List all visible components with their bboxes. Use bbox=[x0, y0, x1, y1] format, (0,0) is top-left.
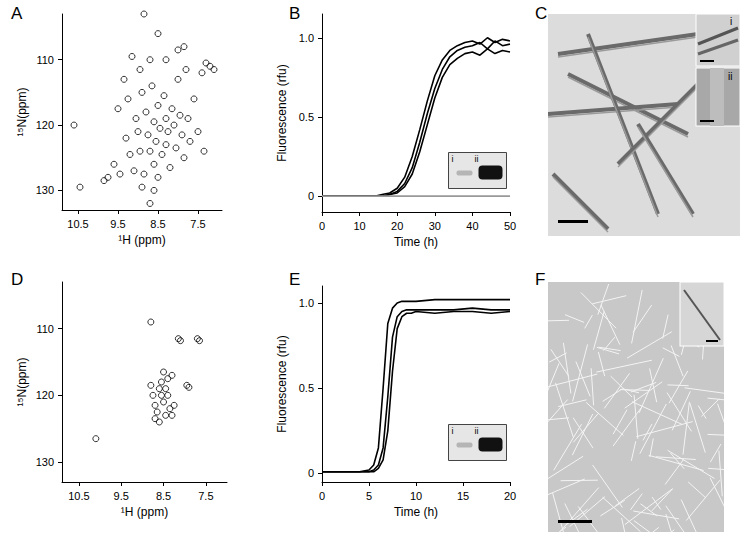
svg-text:10.5: 10.5 bbox=[67, 218, 88, 230]
svg-text:¹⁵N(ppm): ¹⁵N(ppm) bbox=[15, 88, 29, 137]
svg-text:30: 30 bbox=[429, 220, 441, 232]
svg-text:0: 0 bbox=[319, 220, 325, 232]
svg-text:120: 120 bbox=[36, 119, 54, 131]
svg-text:8.5: 8.5 bbox=[150, 218, 165, 230]
svg-text:¹H (ppm): ¹H (ppm) bbox=[121, 505, 168, 519]
svg-text:8.5: 8.5 bbox=[156, 490, 171, 502]
svg-text:10: 10 bbox=[353, 220, 365, 232]
svg-text:130: 130 bbox=[36, 184, 54, 196]
svg-text:0: 0 bbox=[308, 467, 314, 479]
svg-text:9.5: 9.5 bbox=[110, 218, 125, 230]
svg-text:i: i bbox=[452, 426, 454, 436]
svg-text:ii: ii bbox=[728, 71, 732, 82]
svg-text:10.5: 10.5 bbox=[68, 490, 89, 502]
svg-text:ii: ii bbox=[475, 154, 479, 164]
svg-text:50: 50 bbox=[504, 220, 516, 232]
svg-text:¹H (ppm): ¹H (ppm) bbox=[118, 233, 165, 247]
svg-text:0.5: 0.5 bbox=[299, 382, 314, 394]
svg-text:Fluorescence (rfu): Fluorescence (rfu) bbox=[275, 335, 289, 432]
svg-text:130: 130 bbox=[36, 456, 54, 468]
svg-text:1.0: 1.0 bbox=[299, 297, 314, 309]
svg-text:F: F bbox=[535, 270, 545, 289]
svg-text:20: 20 bbox=[391, 220, 403, 232]
svg-text:9.5: 9.5 bbox=[114, 490, 129, 502]
svg-text:ii: ii bbox=[475, 426, 479, 436]
svg-text:Time (h): Time (h) bbox=[394, 505, 438, 519]
svg-text:0: 0 bbox=[308, 190, 314, 202]
svg-text:7.5: 7.5 bbox=[198, 490, 213, 502]
svg-text:1.0: 1.0 bbox=[299, 32, 314, 44]
svg-text:B: B bbox=[289, 4, 300, 23]
svg-text:Fluorescence (rfu): Fluorescence (rfu) bbox=[275, 64, 289, 161]
svg-text:i: i bbox=[452, 154, 454, 164]
svg-text:40: 40 bbox=[466, 220, 478, 232]
svg-text:D: D bbox=[11, 270, 23, 289]
svg-text:15: 15 bbox=[457, 490, 469, 502]
svg-text:7.5: 7.5 bbox=[190, 218, 205, 230]
svg-text:120: 120 bbox=[36, 389, 54, 401]
svg-text:A: A bbox=[11, 4, 23, 23]
svg-text:C: C bbox=[535, 4, 547, 23]
svg-text:10: 10 bbox=[410, 490, 422, 502]
svg-text:5: 5 bbox=[366, 490, 372, 502]
svg-text:¹⁵N(ppm): ¹⁵N(ppm) bbox=[15, 358, 29, 407]
svg-text:110: 110 bbox=[36, 54, 54, 66]
svg-text:E: E bbox=[289, 270, 300, 289]
svg-text:Time (h): Time (h) bbox=[394, 235, 438, 249]
svg-text:0: 0 bbox=[319, 490, 325, 502]
svg-text:i: i bbox=[730, 16, 732, 27]
svg-text:20: 20 bbox=[504, 490, 516, 502]
svg-text:0.5: 0.5 bbox=[299, 111, 314, 123]
svg-text:110: 110 bbox=[36, 323, 54, 335]
